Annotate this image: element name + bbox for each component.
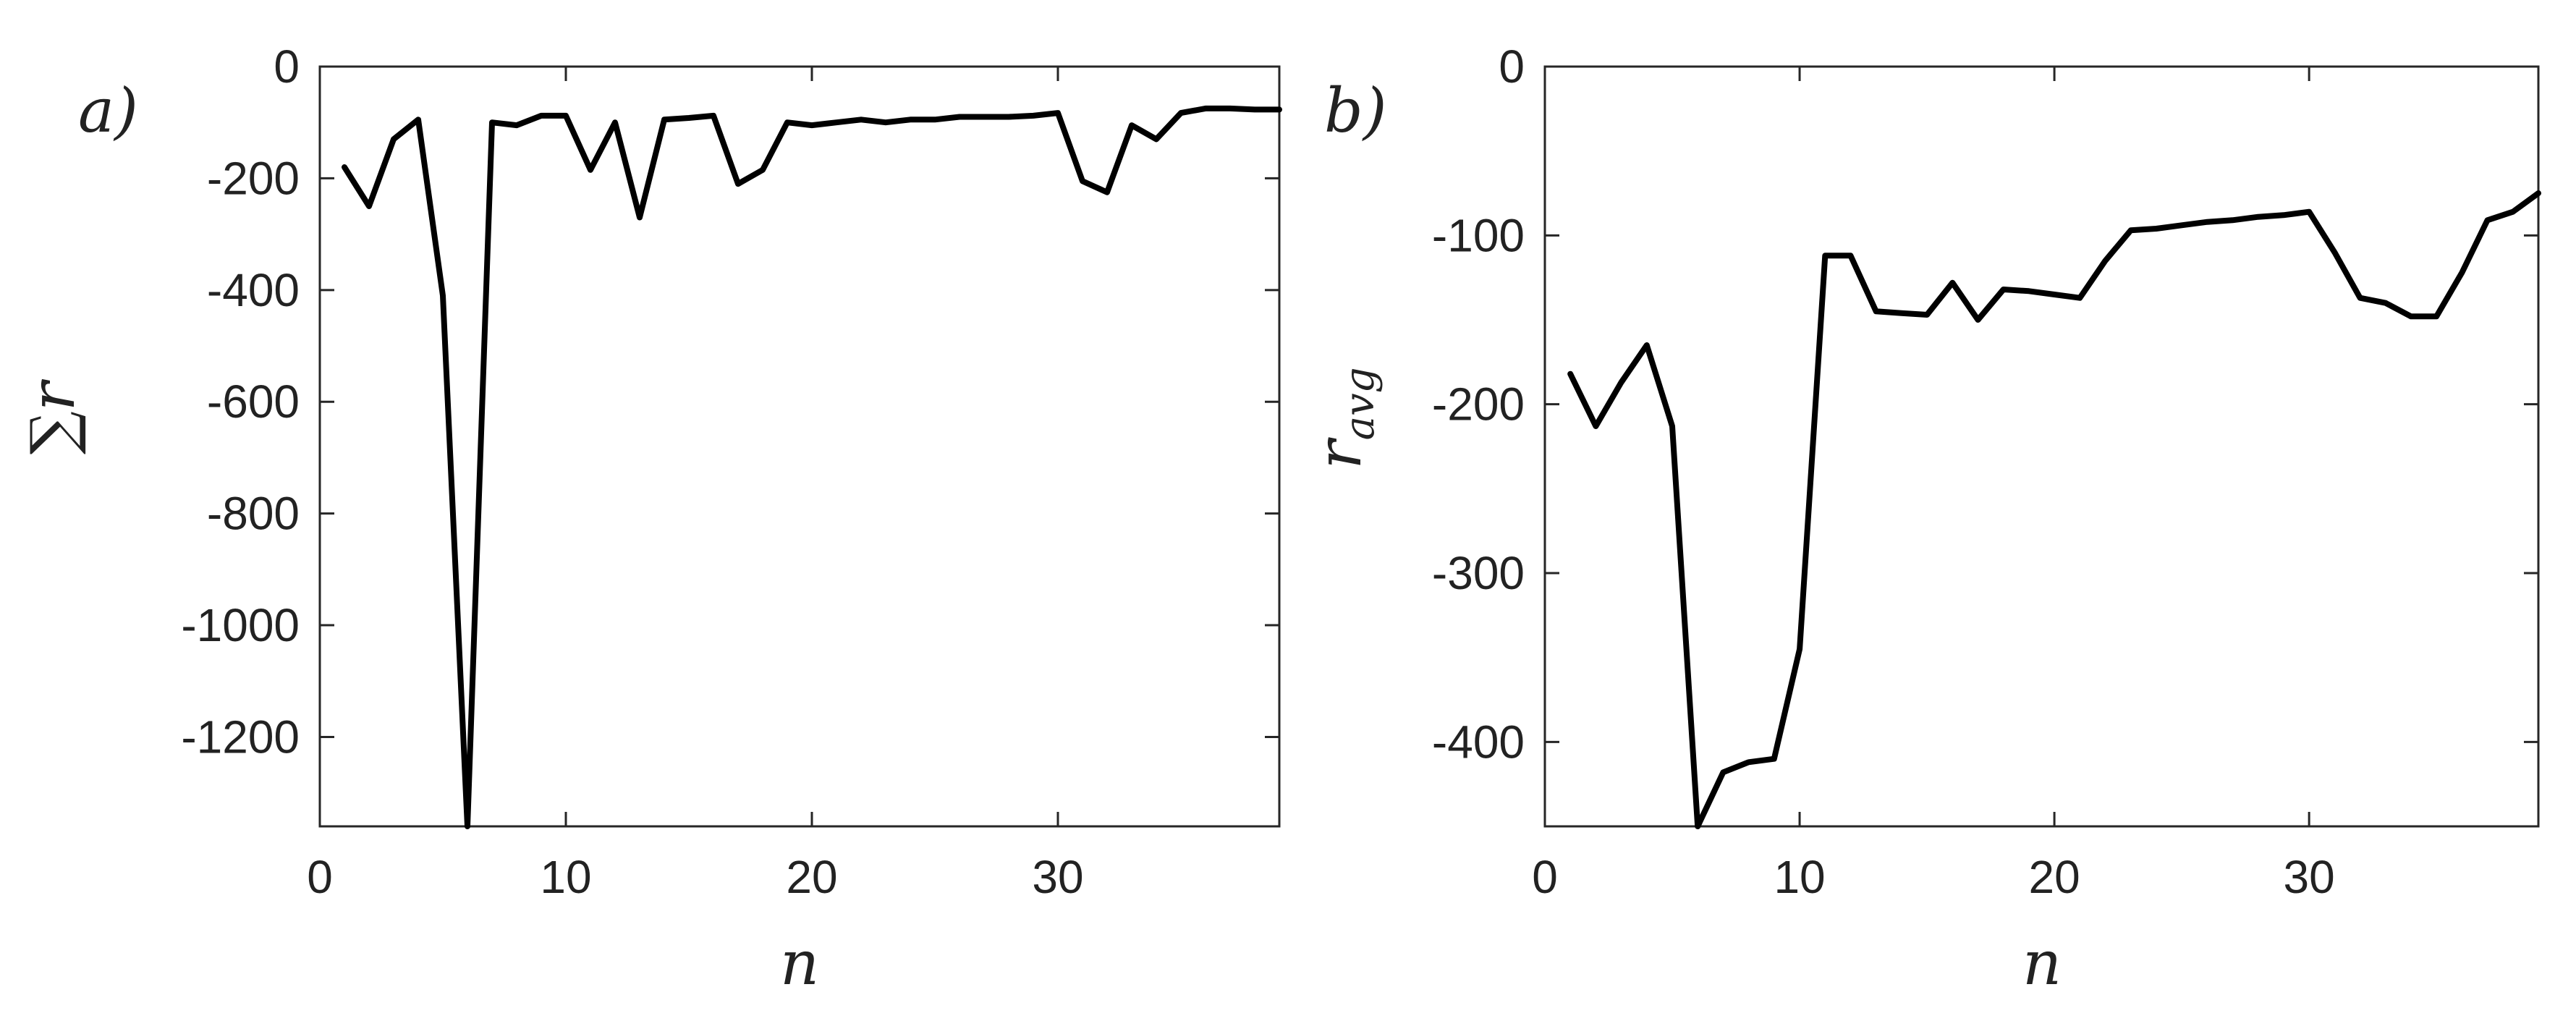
y-tick-label: -400: [1432, 716, 1525, 768]
panel-a: 0 -200 -400 -600 -800 -1000 -1200 0 10 20 30 a) n…: [17, 41, 1282, 999]
y-ticks-b: 0 -100 -200 -300 -400: [1432, 41, 2538, 768]
y-ticks-a: 0 -200 -400 -600 -800 -1000 -1200: [181, 41, 1279, 763]
y-tick-label: -1000: [181, 599, 300, 651]
y-axis-label-b-main: r: [1304, 437, 1375, 470]
x-tick-label: 10: [540, 851, 591, 903]
y-tick-label: -200: [1432, 378, 1525, 431]
x-tick-label: 20: [2029, 851, 2080, 903]
x-ticks-a: 0 10 20 30: [307, 67, 1084, 903]
y-tick-label: -1200: [181, 711, 300, 763]
y-tick-label: -100: [1432, 209, 1525, 261]
x-tick-label: 30: [1032, 851, 1083, 903]
panel-label-b: b): [1324, 75, 1387, 146]
y-tick-label: 0: [1499, 41, 1525, 93]
x-axis-label-b: n: [2022, 928, 2062, 999]
x-axis-label-a: n: [780, 928, 819, 999]
x-tick-label: 30: [2284, 851, 2335, 903]
y-tick-label: 0: [274, 41, 300, 93]
axes-frame-b: [1543, 65, 2540, 828]
series-line-b: [1567, 190, 2541, 829]
x-tick-label: 0: [307, 851, 333, 903]
x-tick-label: 0: [1532, 851, 1558, 903]
series-line-a: [342, 105, 1282, 829]
panel-b: 0 -100 -200 -300 -400 0 10 20 30 b) n ravg: [1304, 41, 2541, 999]
y-tick-label: -600: [207, 376, 300, 428]
y-axis-label-a: ∑r: [17, 378, 88, 454]
y-tick-label: -400: [207, 264, 300, 316]
y-axis-label-b: ravg: [1304, 367, 1384, 469]
axes-frame-a: [318, 65, 1281, 828]
y-tick-label: -800: [207, 488, 300, 540]
x-tick-label: 10: [1774, 851, 1825, 903]
y-tick-label: -300: [1432, 547, 1525, 599]
y-axis-label-b-sub: avg: [1336, 367, 1384, 440]
panel-label-a: a): [78, 75, 138, 146]
y-tick-label: -200: [207, 152, 300, 204]
x-ticks-b: 0 10 20 30: [1532, 67, 2335, 903]
x-tick-label: 20: [786, 851, 837, 903]
